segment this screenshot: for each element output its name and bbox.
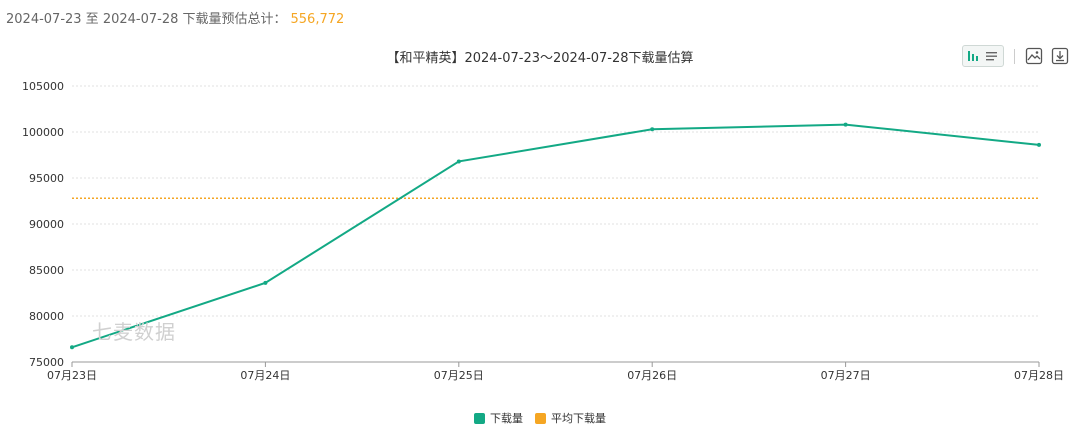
x-tick-label: 07月24日 [240,369,290,382]
y-tick-label: 100000 [22,126,64,139]
x-tick-label: 07月28日 [1014,369,1064,382]
legend-swatch-download [474,412,485,424]
summary-total: 556,772 [290,12,345,27]
series [70,122,1041,350]
bar-chart-icon[interactable] [962,45,986,67]
image-icon[interactable] [1022,45,1046,67]
data-point-download [70,345,74,350]
legend-label-download: 下载量 [490,412,523,425]
y-tick-label: 90000 [29,218,64,231]
download-summary: 2024-07-23 至 2024-07-28 下载量预估总计： 556,772 [6,8,344,27]
y-tick-label: 80000 [29,310,64,323]
y-tick-label: 85000 [29,264,64,277]
download-icon[interactable] [1048,45,1072,67]
data-point-download [263,280,268,285]
legend-item-average[interactable]: 平均下载量 [535,410,606,426]
data-point-download [650,127,655,132]
legend: 下载量 平均下载量 [0,410,1080,426]
legend-label-average: 平均下载量 [551,412,606,425]
x-tick-label: 07月23日 [47,369,97,382]
y-tick-label: 95000 [29,172,64,185]
x-tick-label: 07月26日 [627,369,677,382]
legend-swatch-average [535,412,546,424]
x-tick-label: 07月27日 [821,369,871,382]
axes: 75000 80000 85000 90000 95000 100000 105000 07月… [22,80,1064,382]
summary-label: 2024-07-23 至 2024-07-28 下载量预估总计： [6,12,287,27]
chart-type-toggle [962,45,1004,67]
data-point-download [1037,142,1041,147]
data-point-download [843,122,848,127]
y-tick-label: 75000 [29,356,64,369]
toolbar-divider [1014,49,1015,64]
y-tick-label: 105000 [22,80,64,93]
x-tick-label: 07月25日 [434,369,484,382]
list-icon[interactable] [980,45,1004,67]
watermark: 七麦数据 [92,320,176,344]
legend-item-download[interactable]: 下载量 [474,410,523,426]
chart-title: 【和平精英】2024-07-23～2024-07-28下载量估算 [386,51,694,66]
grid-lines [72,85,1039,317]
data-point-download [456,159,461,164]
series-line-download [71,123,1040,349]
